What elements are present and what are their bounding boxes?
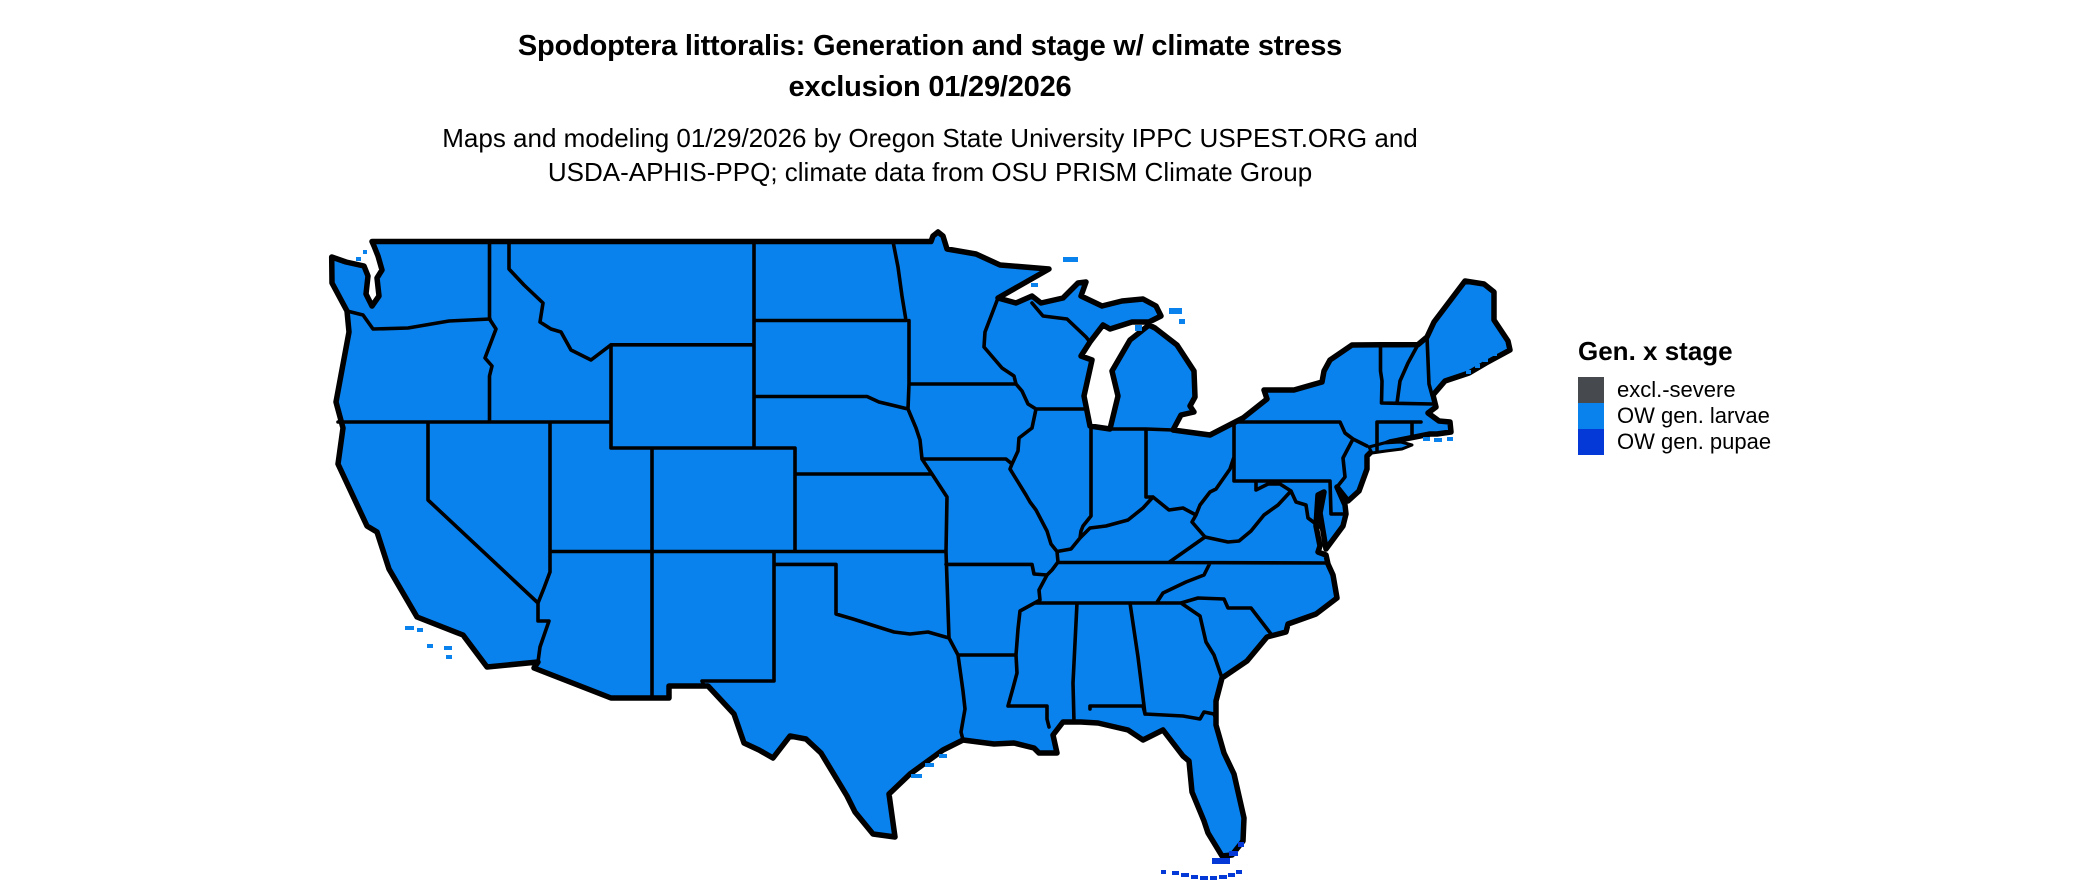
subtitle-line-1: Maps and modeling 01/29/2026 by Oregon S… — [442, 123, 1418, 153]
legend-item-0: excl.-severe — [1578, 377, 1771, 403]
conus-landmass — [328, 229, 1513, 859]
florida-keys-pupae — [1161, 842, 1244, 880]
legend-label: OW gen. pupae — [1617, 429, 1772, 454]
legend-label: OW gen. larvae — [1617, 403, 1770, 428]
legend-swatch — [1578, 377, 1604, 403]
us-map — [328, 229, 1513, 880]
legend-item-1: OW gen. larvae — [1578, 403, 1771, 429]
figure-subtitle: Maps and modeling 01/29/2026 by Oregon S… — [230, 121, 1630, 189]
legend: Gen. x stage excl.-severe OW gen. larvae O… — [1578, 336, 1771, 455]
title-line-2: exclusion 01/29/2026 — [788, 71, 1072, 103]
legend-label: excl.-severe — [1617, 377, 1736, 402]
legend-title: Gen. x stage — [1578, 336, 1733, 366]
coastal-islands-larvae — [356, 250, 1497, 778]
subtitle-line-2: USDA-APHIS-PPQ; climate data from OSU PR… — [547, 157, 1313, 187]
page-title: Spodoptera littoralis: Generation and st… — [230, 26, 1630, 108]
long-island — [1367, 440, 1414, 455]
title-line-1: Spodoptera littoralis: Generation and st… — [517, 30, 1343, 62]
state-borders — [336, 239, 1435, 742]
legend-item-2: OW gen. pupae — [1578, 429, 1771, 455]
figure-header: Spodoptera littoralis: Generation and st… — [230, 26, 1630, 189]
legend-rows: excl.-severe OW gen. larvae OW gen. pupae — [1578, 377, 1771, 455]
legend-swatch — [1578, 429, 1604, 455]
legend-swatch — [1578, 403, 1604, 429]
